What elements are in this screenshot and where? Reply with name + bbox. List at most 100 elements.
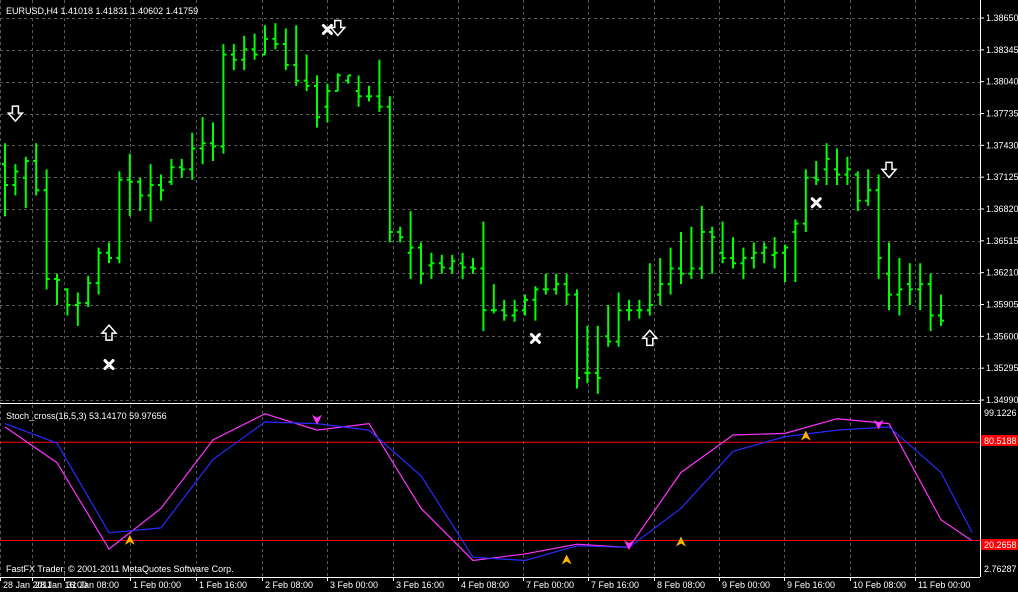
ohlc-bar <box>220 44 227 154</box>
time-tick-label: 28 Jan 16:00 <box>35 580 87 590</box>
ohlc-bar <box>418 242 424 285</box>
ohlc-bar <box>355 75 362 107</box>
time-tick-label: 3 Feb 00:00 <box>330 580 378 590</box>
price-tick-label: 1.36820 <box>986 204 1018 214</box>
cross-signal-icon <box>103 359 115 371</box>
copyright-text: FastFX Trader, © 2001-2011 MetaQuotes So… <box>6 564 234 574</box>
time-tick-label: 31 Jan 08:00 <box>67 580 119 590</box>
ohlc-bar <box>147 164 154 222</box>
ohlc-bar <box>33 143 40 196</box>
ohlc-bar <box>896 258 903 316</box>
ohlc-bar <box>678 231 684 285</box>
ohlc-bar <box>511 299 518 322</box>
time-tick-label: 3 Feb 16:00 <box>396 580 444 590</box>
stoch-panel-header: Stoch_cross(16,5,3) 53.14170 59.97656 <box>6 411 167 421</box>
price-tick-label: 1.35295 <box>986 363 1018 373</box>
ohlc-bar <box>282 28 289 71</box>
time-tick-label: 8 Feb 08:00 <box>657 580 705 590</box>
time-tick-label: 28 Jan 2011 <box>3 580 52 590</box>
ohlc-bar <box>345 74 352 84</box>
ohlc-bar <box>64 288 71 316</box>
upper-level-tag <box>981 435 1018 446</box>
ohlc-bar <box>688 226 695 279</box>
ohlc-bar <box>865 169 872 206</box>
ohlc-bar <box>85 275 92 308</box>
ohlc-bar <box>719 221 726 264</box>
price-panel-header: EURUSD,H4 1.41018 1.41831 1.40602 1.4175… <box>6 6 198 16</box>
lower-level-label: 20.2658 <box>984 540 1017 550</box>
ohlc-bar <box>917 263 924 311</box>
time-tick-label: 9 Feb 16:00 <box>787 580 835 590</box>
cross-signal-icon <box>810 197 822 209</box>
up-arrow-icon <box>641 329 659 347</box>
stoch-main-line <box>4 413 973 562</box>
ohlc-bar <box>459 252 466 279</box>
ohlc-bars <box>2 23 944 394</box>
ohlc-bar <box>22 156 29 208</box>
time-tick-label: 2 Feb 08:00 <box>265 580 313 590</box>
price-tick-label: 1.35905 <box>986 300 1018 310</box>
price-tick-label: 1.34990 <box>986 395 1018 405</box>
time-tick-label: 11 Feb 00:00 <box>918 580 970 590</box>
chart-grid <box>0 0 980 577</box>
up-arrow-icon <box>100 323 118 341</box>
upper-level-label: 80.5188 <box>984 436 1017 446</box>
ohlc-bar <box>241 35 248 71</box>
signal-markers <box>6 19 898 371</box>
ohlc-bar <box>813 160 820 185</box>
ohlc-bar <box>334 73 341 93</box>
ohlc-bar <box>116 171 123 264</box>
ohlc-bar <box>12 164 19 196</box>
ohlc-bar <box>126 153 133 217</box>
ohlc-bar <box>106 242 112 264</box>
down-arrow-icon <box>329 19 347 37</box>
ohlc-bar <box>158 174 164 201</box>
ohlc-bar <box>750 242 757 269</box>
ohlc-bar <box>906 263 913 306</box>
ohlc-bar <box>802 169 809 232</box>
ohlc-bar <box>886 242 892 311</box>
ohlc-bar <box>626 299 632 321</box>
ohlc-bar <box>428 252 435 279</box>
ohlc-bar <box>823 143 830 185</box>
ohlc-bar <box>875 174 882 279</box>
stoch-cross-down-icon <box>624 540 634 551</box>
ohlc-bar <box>615 292 622 347</box>
time-tick-label: 9 Feb 00:00 <box>722 580 770 590</box>
stoch-signal-line <box>4 421 973 562</box>
down-arrow-icon <box>6 105 25 123</box>
ohlc-bar <box>137 177 144 212</box>
ohlc-bar <box>698 205 705 279</box>
down-arrow-icon <box>880 161 898 179</box>
time-tick-label: 1 Feb 16:00 <box>199 580 247 590</box>
price-tick-label: 1.35600 <box>986 331 1018 341</box>
ohlc-bar <box>563 273 570 306</box>
stochastic-panel <box>0 413 980 565</box>
ohlc-bar <box>490 284 497 314</box>
price-tick-label: 1.38650 <box>986 13 1018 23</box>
time-tick-label: 10 Feb 08:00 <box>853 580 906 590</box>
ohlc-bar <box>480 221 487 332</box>
price-axis-labels: 1.38650 1.38345 1.38040 1.37735 1.37430 1.371… <box>980 13 1018 405</box>
cross-signal-icon <box>529 332 541 344</box>
ohlc-bar <box>168 158 175 185</box>
price-tick-label: 1.37735 <box>986 109 1018 119</box>
price-tick-label: 1.36210 <box>986 268 1018 278</box>
ohlc-bar <box>771 237 778 269</box>
ohlc-bar <box>314 75 320 128</box>
ohlc-bar <box>407 211 414 279</box>
ohlc-bar <box>740 247 747 279</box>
ohlc-bar <box>761 242 768 264</box>
ohlc-bar <box>303 54 310 92</box>
ohlc-bar <box>730 237 736 269</box>
ohlc-bar <box>74 292 81 326</box>
ohlc-bar <box>199 117 206 165</box>
ohlc-bar <box>470 258 476 274</box>
ohlc-bar <box>54 273 60 306</box>
ohlc-bar <box>844 156 851 185</box>
ohlc-bar <box>178 158 185 178</box>
ohlc-bar <box>553 273 560 295</box>
ohlc-bar <box>522 294 528 316</box>
